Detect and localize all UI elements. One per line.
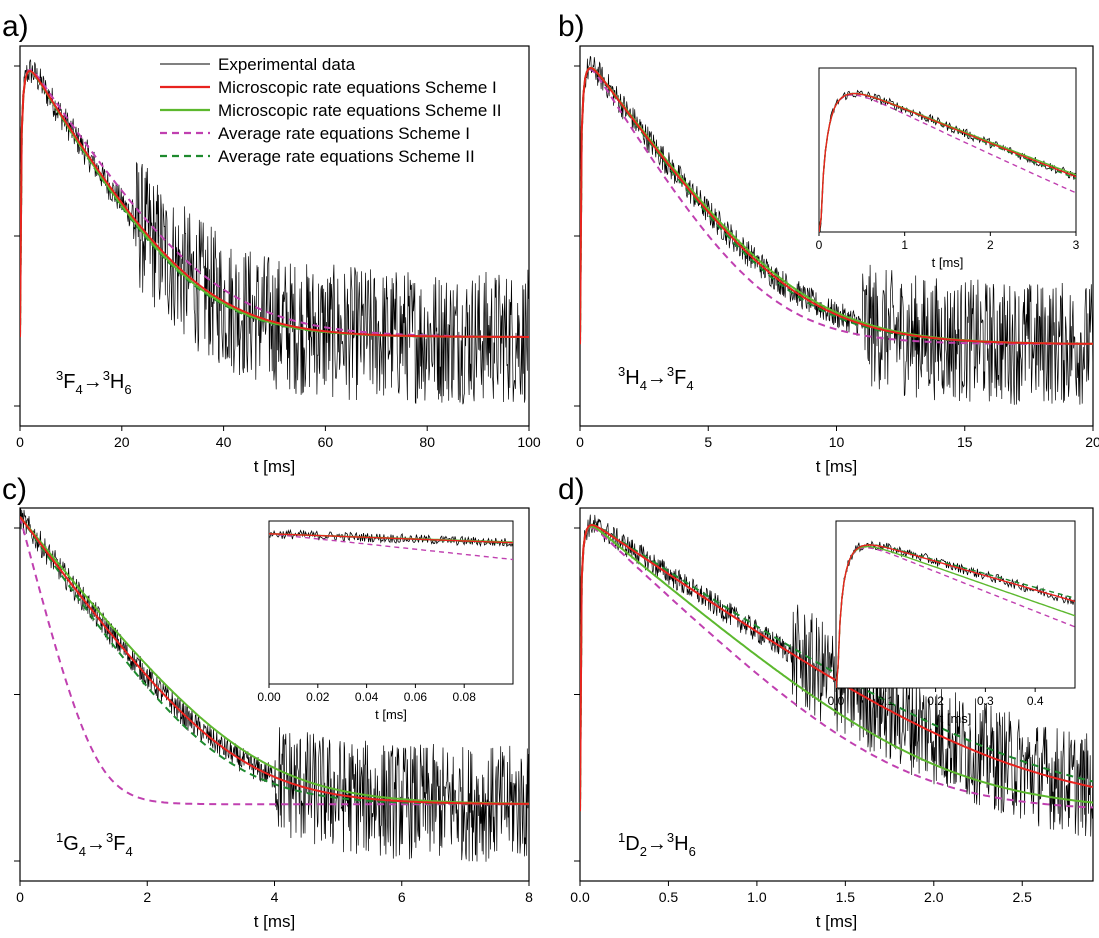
plot-area — [580, 55, 1093, 405]
series-micro1 — [20, 69, 529, 338]
transition-label: 1G4→3F4 — [56, 830, 133, 859]
inset-frame — [835, 520, 1076, 689]
panel-1: b) 0 5 10 15 20 t [ms] 3H4→3F4 0 1 2 3 t [ms] — [558, 10, 1099, 476]
inset-series-avg1 — [819, 94, 1076, 232]
panel-label: a) — [2, 10, 29, 43]
panel-0: a) 0 20 40 60 80 100 t [ms] 3F4→3H6 Experimental … — [2, 10, 541, 476]
x-tick-label: 0 — [16, 889, 24, 905]
inset-x-tick-label: 0.08 — [453, 690, 477, 704]
inset-x-tick-label: 0.2 — [927, 694, 944, 708]
legend-label: Average rate equations Scheme II — [218, 147, 475, 166]
inset-x-tick-label: 0.06 — [404, 690, 428, 704]
transition-label: 3H4→3F4 — [618, 364, 694, 393]
inset-x-tick-label: 0.00 — [257, 690, 281, 704]
inset: 0.0 0.1 0.2 0.3 0.4 t [ms] — [828, 520, 1076, 726]
panel-label: c) — [2, 473, 27, 506]
x-tick-label: 8 — [525, 889, 533, 905]
x-tick-label: 2.5 — [1013, 889, 1033, 905]
inset-x-tick-label: 0 — [816, 238, 823, 252]
inset-series-micro2 — [836, 545, 1075, 688]
inset-plot-area — [819, 89, 1076, 232]
x-tick-label: 10 — [829, 434, 845, 450]
inset-series-micro1 — [819, 92, 1076, 232]
panel-2: c) 0 2 4 6 8 t [ms] 1G4→3F4 0.00 0.02 0.04 0.06 0.08… — [2, 473, 533, 931]
legend-label: Average rate equations Scheme I — [218, 124, 470, 143]
series-micro2 — [580, 525, 1093, 812]
series-avg1 — [580, 526, 1093, 812]
x-tick-label: 100 — [517, 434, 541, 450]
x-tick-label: 0.5 — [659, 889, 679, 905]
series-micro1 — [580, 66, 1093, 345]
legend-label: Microscopic rate equations Scheme I — [218, 78, 497, 97]
legend-label: Microscopic rate equations Scheme II — [218, 101, 501, 120]
inset-x-tick-label: 0.0 — [828, 694, 845, 708]
inset-x-tick-label: 0.02 — [306, 690, 330, 704]
x-tick-label: 20 — [1085, 434, 1099, 450]
x-tick-label: 20 — [114, 434, 130, 450]
inset-x-tick-label: 0.4 — [1027, 694, 1044, 708]
x-axis-label: t [ms] — [254, 912, 296, 931]
x-tick-label: 40 — [216, 434, 232, 450]
x-tick-label: 60 — [318, 434, 334, 450]
x-tick-label: 1.0 — [747, 889, 767, 905]
series-micro2 — [20, 516, 529, 805]
inset-frame — [818, 67, 1077, 233]
x-tick-label: 80 — [419, 434, 435, 450]
x-tick-label: 0.0 — [570, 889, 590, 905]
x-tick-label: 5 — [704, 434, 712, 450]
inset-x-tick-label: 0.1 — [877, 694, 894, 708]
series-micro1 — [20, 516, 529, 805]
panel-label: b) — [558, 10, 585, 43]
x-axis-label: t [ms] — [816, 457, 858, 476]
series-experimental-data — [20, 508, 529, 862]
x-tick-label: 6 — [398, 889, 406, 905]
inset-frame — [268, 520, 514, 685]
x-axis-label: t [ms] — [254, 457, 296, 476]
inset-x-tick-label: 2 — [987, 238, 994, 252]
inset-x-tick-label: 1 — [901, 238, 908, 252]
inset-series-micro1 — [269, 533, 513, 544]
x-tick-label: 15 — [957, 434, 973, 450]
inset-series-avg1 — [836, 546, 1075, 688]
plot-area — [20, 59, 529, 405]
inset: 0 1 2 3 t [ms] — [816, 67, 1080, 270]
inset-x-axis-label: t [ms] — [940, 711, 972, 726]
inset-series-avg2 — [819, 93, 1076, 232]
inset-x-tick-label: 3 — [1073, 238, 1080, 252]
x-tick-label: 0 — [16, 434, 24, 450]
inset-x-axis-label: t [ms] — [375, 707, 407, 722]
inset-x-tick-label: 0.3 — [977, 694, 994, 708]
legend: Experimental data Microscopic rate equati… — [160, 55, 501, 166]
x-tick-label: 2.0 — [924, 889, 944, 905]
inset-plot-area — [836, 540, 1075, 688]
transition-label: 3F4→3H6 — [56, 368, 132, 397]
x-tick-label: 0 — [576, 434, 584, 450]
x-tick-label: 1.5 — [836, 889, 856, 905]
inset-plot-area — [269, 528, 513, 561]
panel-label: d) — [558, 473, 585, 506]
series-avg1 — [580, 68, 1093, 346]
legend-label: Experimental data — [218, 55, 356, 74]
x-tick-label: 2 — [143, 889, 151, 905]
x-axis-label: t [ms] — [816, 912, 858, 931]
inset-series-avg1 — [269, 533, 513, 561]
x-tick-label: 4 — [271, 889, 279, 905]
inset-series-experimental-data — [269, 528, 513, 548]
inset-series-micro1 — [836, 544, 1075, 688]
inset: 0.00 0.02 0.04 0.06 0.08 t [ms] — [257, 520, 514, 722]
transition-label: 1D2→3H6 — [618, 830, 696, 859]
plot-area — [20, 508, 529, 862]
series-experimental-data — [20, 59, 529, 405]
inset-x-axis-label: t [ms] — [932, 255, 964, 270]
inset-x-tick-label: 0.04 — [355, 690, 379, 704]
